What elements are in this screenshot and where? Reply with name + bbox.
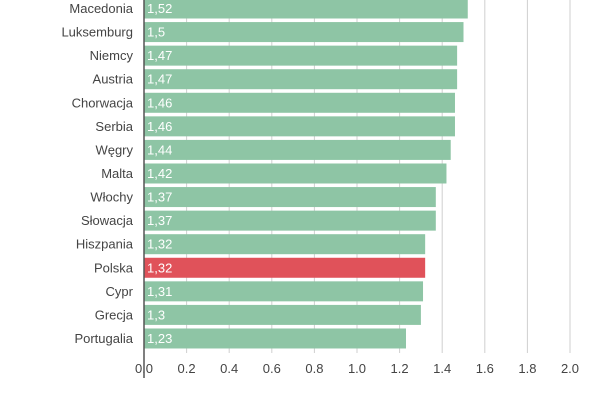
bar [144, 0, 468, 19]
tick-label: 0.2 [178, 361, 196, 376]
category-label: Hiszpania [76, 237, 134, 252]
tick-label: 2.0 [561, 361, 579, 376]
category-label: Niemcy [90, 48, 134, 63]
value-label: 1,32 [147, 237, 172, 252]
bar [144, 210, 436, 231]
bar [144, 163, 447, 184]
bar [144, 328, 406, 349]
category-label: Austria [93, 72, 134, 87]
value-label: 1,44 [147, 142, 172, 157]
category-label: Chorwacja [72, 95, 134, 110]
category-label: Luksemburg [61, 25, 133, 40]
bar [144, 281, 424, 302]
labels: Macedonia 1,52 Luksemburg 1,5 Niemcy 1,47 Aust… [61, 1, 172, 346]
category-label: Portugalia [74, 331, 133, 346]
category-label: Cypr [106, 284, 134, 299]
value-label: 1,47 [147, 72, 172, 87]
category-label: Słowacja [81, 213, 134, 228]
tick-label: 0.8 [305, 361, 323, 376]
value-label: 1,46 [147, 95, 172, 110]
bar [144, 139, 451, 160]
tick-label: 1.4 [433, 361, 451, 376]
value-label: 1,32 [147, 260, 172, 275]
bar [144, 304, 421, 325]
tick-label: 1.6 [476, 361, 494, 376]
tick-label: 1.8 [518, 361, 536, 376]
category-label: Malta [101, 166, 134, 181]
category-label: Polska [94, 260, 134, 275]
tick-label: 0.6 [263, 361, 281, 376]
value-label: 1,46 [147, 119, 172, 134]
bar [144, 234, 426, 255]
bar [144, 22, 464, 43]
category-label: Węgry [95, 142, 133, 157]
value-label: 1,5 [147, 25, 165, 40]
category-label: Grecja [95, 307, 134, 322]
bar [144, 257, 426, 278]
bars [144, 0, 468, 349]
value-label: 1,52 [147, 1, 172, 16]
category-label: Macedonia [69, 1, 133, 16]
value-label: 1,31 [147, 284, 172, 299]
value-label: 1,23 [147, 331, 172, 346]
tick-label: 0.4 [220, 361, 238, 376]
bar [144, 116, 455, 137]
value-label: 1,37 [147, 190, 172, 205]
bar [144, 92, 455, 113]
bar [144, 45, 458, 66]
category-label: Serbia [95, 119, 133, 134]
bar [144, 187, 436, 208]
category-label: Włochy [90, 190, 133, 205]
tick-label: 1.0 [348, 361, 366, 376]
value-label: 1,42 [147, 166, 172, 181]
x-axis-ticks: 0.0 0.2 0.4 0.6 0.8 1.0 1.2 1.4 1.6 1.8 2.0 [135, 361, 579, 376]
tick-label: 1.2 [391, 361, 409, 376]
value-label: 1,3 [147, 307, 165, 322]
bar [144, 69, 458, 90]
value-label: 1,47 [147, 48, 172, 63]
value-label: 1,37 [147, 213, 172, 228]
